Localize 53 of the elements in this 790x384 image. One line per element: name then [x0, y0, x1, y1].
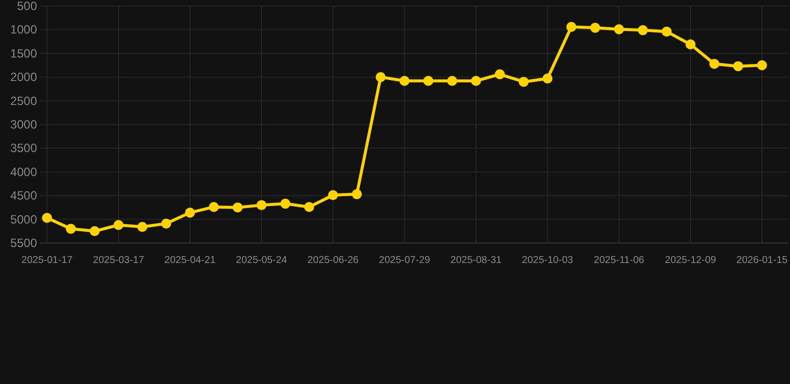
- point: [304, 202, 314, 212]
- point: [328, 190, 338, 200]
- y-tick-label: 3500: [10, 141, 38, 156]
- point: [471, 76, 481, 86]
- point: [161, 218, 172, 229]
- point: [447, 76, 458, 86]
- x-tick-label: 2025-01-17: [21, 255, 74, 266]
- x-tick-label: 2025-12-09: [664, 255, 717, 266]
- x-tick-label: 2025-07-29: [378, 255, 431, 266]
- x-tick-label: 2026-01-15: [736, 255, 788, 266]
- point: [614, 24, 624, 34]
- y-tick-label: 3000: [10, 118, 38, 132]
- x-tick-label: 2025-05-24: [236, 255, 288, 266]
- point: [590, 22, 600, 33]
- point: [256, 200, 266, 210]
- point: [208, 202, 219, 212]
- y-tick-label: 1000: [10, 22, 38, 37]
- point: [114, 220, 124, 230]
- point: [662, 26, 672, 37]
- point: [66, 224, 76, 234]
- x-tick-label: 2025-11-06: [594, 255, 645, 266]
- y-tick-label: 1500: [10, 46, 38, 60]
- point: [232, 202, 243, 212]
- y-tick-label: 4000: [10, 164, 38, 179]
- x-tick-label: 2025-04-21: [164, 255, 216, 266]
- point: [400, 76, 410, 86]
- point: [280, 198, 290, 209]
- y-tick-label: 2000: [10, 70, 38, 84]
- point: [352, 189, 362, 200]
- y-tick-label: 5000: [10, 212, 38, 226]
- y-tick-label: 5500: [10, 236, 38, 250]
- point: [137, 222, 148, 232]
- x-tick-label: 2025-10-03: [522, 255, 574, 266]
- y-tick-label: 2500: [10, 94, 38, 108]
- point: [638, 25, 648, 36]
- point: [423, 76, 434, 86]
- point: [494, 69, 505, 80]
- point: [90, 226, 100, 236]
- point: [566, 22, 576, 32]
- point: [185, 208, 195, 218]
- point: [376, 72, 386, 82]
- point: [42, 212, 52, 223]
- y-tick-label: 4500: [10, 188, 38, 203]
- x-tick-label: 2025-08-31: [450, 255, 502, 266]
- point: [709, 58, 720, 69]
- x-tick-label: 2025-06-26: [307, 255, 360, 266]
- y-tick-label: 500: [16, 0, 38, 13]
- point: [757, 60, 767, 70]
- point: [686, 39, 696, 50]
- point: [733, 61, 744, 72]
- point: [542, 74, 552, 84]
- x-tick-label: 2025-03-17: [92, 255, 145, 266]
- point: [518, 76, 529, 87]
